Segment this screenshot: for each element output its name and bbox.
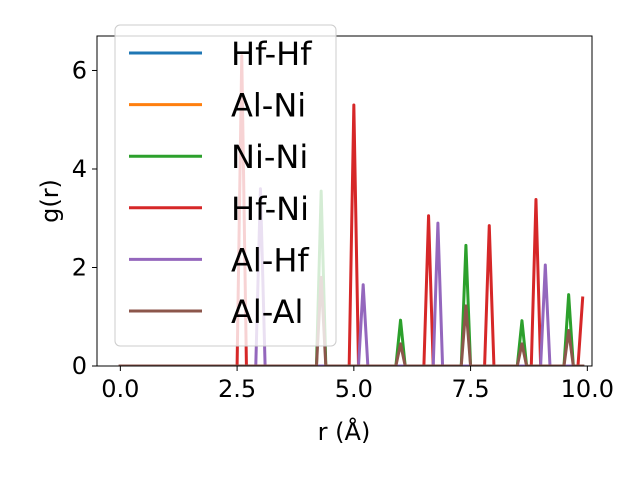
x-tick-label: 0.0 <box>101 375 139 403</box>
x-axis: 0.0 2.5 5.0 7.5 10.0 <box>101 366 614 403</box>
legend-label-hf-ni: Hf-Ni <box>231 190 309 228</box>
y-axis: 0 2 4 6 <box>72 56 97 380</box>
y-axis-label: g(r) <box>36 179 64 223</box>
legend-label-al-al: Al-Al <box>231 293 303 331</box>
legend-label-ni-ni: Ni-Ni <box>231 138 308 176</box>
plot-frame <box>96 35 593 367</box>
x-axis-label: r (Å) <box>318 417 371 446</box>
legend-label-hf-hf: Hf-Hf <box>231 35 312 73</box>
x-tick-label: 5.0 <box>335 375 373 403</box>
legend: Hf-Hf Al-Ni Ni-Ni Hf-Ni Al-Hf Al-Al <box>114 24 337 347</box>
y-tick-label: 4 <box>72 155 87 183</box>
y-tick-label: 0 <box>72 352 87 380</box>
legend-label-al-ni: Al-Ni <box>231 87 306 125</box>
y-tick-label: 2 <box>72 253 87 281</box>
legend-label-al-hf: Al-Hf <box>231 241 309 279</box>
x-tick-label: 7.5 <box>451 375 489 403</box>
x-tick-label: 10.0 <box>561 375 614 403</box>
x-tick-label: 2.5 <box>218 375 256 403</box>
y-tick-label: 6 <box>72 56 87 84</box>
